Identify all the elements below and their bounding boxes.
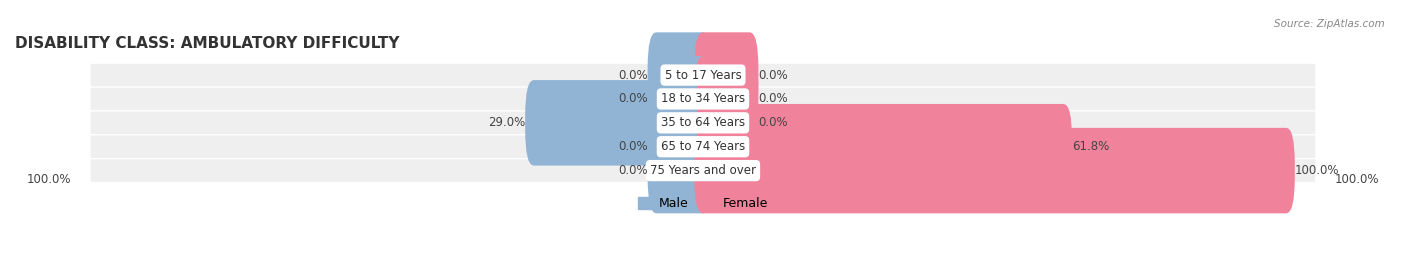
Text: 65 to 74 Years: 65 to 74 Years bbox=[661, 140, 745, 153]
Text: 100.0%: 100.0% bbox=[27, 173, 72, 186]
FancyBboxPatch shape bbox=[91, 64, 1315, 86]
FancyBboxPatch shape bbox=[695, 104, 1071, 189]
FancyBboxPatch shape bbox=[648, 56, 711, 142]
FancyBboxPatch shape bbox=[91, 159, 1315, 182]
FancyBboxPatch shape bbox=[648, 32, 711, 118]
Text: 100.0%: 100.0% bbox=[1295, 164, 1340, 177]
Text: 18 to 34 Years: 18 to 34 Years bbox=[661, 93, 745, 105]
Text: 29.0%: 29.0% bbox=[488, 116, 526, 129]
FancyBboxPatch shape bbox=[648, 128, 711, 213]
Text: 75 Years and over: 75 Years and over bbox=[650, 164, 756, 177]
Text: 0.0%: 0.0% bbox=[619, 93, 648, 105]
FancyBboxPatch shape bbox=[695, 56, 758, 142]
Text: 0.0%: 0.0% bbox=[758, 69, 787, 82]
Text: DISABILITY CLASS: AMBULATORY DIFFICULTY: DISABILITY CLASS: AMBULATORY DIFFICULTY bbox=[15, 36, 399, 51]
FancyBboxPatch shape bbox=[695, 32, 758, 118]
Legend: Male, Female: Male, Female bbox=[633, 192, 773, 215]
Text: 0.0%: 0.0% bbox=[619, 69, 648, 82]
Text: 35 to 64 Years: 35 to 64 Years bbox=[661, 116, 745, 129]
Text: 0.0%: 0.0% bbox=[758, 116, 787, 129]
FancyBboxPatch shape bbox=[695, 128, 1295, 213]
FancyBboxPatch shape bbox=[91, 136, 1315, 158]
Text: 0.0%: 0.0% bbox=[758, 93, 787, 105]
Text: 5 to 17 Years: 5 to 17 Years bbox=[665, 69, 741, 82]
FancyBboxPatch shape bbox=[648, 104, 711, 189]
FancyBboxPatch shape bbox=[91, 112, 1315, 134]
FancyBboxPatch shape bbox=[526, 80, 711, 166]
FancyBboxPatch shape bbox=[695, 80, 758, 166]
Text: 61.8%: 61.8% bbox=[1071, 140, 1109, 153]
Text: 0.0%: 0.0% bbox=[619, 164, 648, 177]
Text: Source: ZipAtlas.com: Source: ZipAtlas.com bbox=[1274, 19, 1385, 29]
FancyBboxPatch shape bbox=[91, 88, 1315, 110]
Text: 100.0%: 100.0% bbox=[1334, 173, 1379, 186]
Text: 0.0%: 0.0% bbox=[619, 140, 648, 153]
